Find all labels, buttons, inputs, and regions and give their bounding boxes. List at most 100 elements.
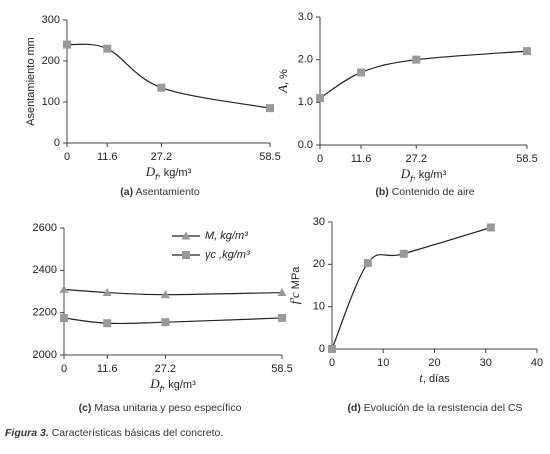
marker	[181, 231, 191, 240]
y-axis-label: A, %	[275, 69, 290, 94]
y-tick-label: 0.0	[298, 139, 313, 151]
y-axis-label: Asentamiento mm	[25, 37, 37, 126]
legend-label: γc ,kg/m³	[205, 249, 250, 261]
subplot-caption: (c) Masa unitaria y peso específico	[79, 402, 242, 414]
marker	[63, 40, 71, 49]
y-tick-label: 0	[54, 137, 60, 149]
series-line	[66, 43, 271, 109]
legend-label: M, kg/m³	[205, 230, 248, 242]
x-tick-label: 0	[317, 153, 323, 165]
x-tick-label: 40	[531, 357, 543, 369]
marker	[277, 288, 287, 297]
label-unit: , %	[278, 69, 290, 85]
x-tick-label: 11.6	[97, 151, 118, 163]
x-tick-label: 20	[428, 357, 440, 369]
x-tick-label: 0	[64, 151, 70, 163]
marker	[182, 251, 190, 259]
y-tick-label: 200	[42, 55, 60, 67]
series-line	[319, 50, 528, 99]
marker	[157, 83, 166, 92]
label-symbol: D	[145, 164, 156, 179]
y-tick-label: 2000	[33, 349, 57, 361]
marker	[59, 284, 69, 293]
y-tick-label: 0	[319, 343, 325, 355]
x-tick-label: 30	[480, 357, 492, 369]
x-tick-label: 27.2	[151, 151, 172, 163]
marker	[328, 345, 336, 353]
x-tick-label: 10	[377, 357, 389, 369]
label-subscript: f	[410, 174, 414, 184]
marker	[278, 313, 286, 322]
subplot-caption-label: (a)	[120, 186, 133, 198]
y-tick-label: 300	[42, 14, 60, 26]
label-unit: , días	[423, 373, 450, 385]
subplot-caption-text: Masa unitaria y peso específico	[94, 402, 241, 414]
marker	[363, 259, 372, 268]
subplot-caption-text: Evolución de la resistencia del CS	[364, 402, 523, 414]
label-text: Asentamiento mm	[25, 37, 37, 126]
marker	[103, 44, 112, 53]
label-symbol: D	[149, 376, 160, 391]
subplot-caption-label: (d)	[347, 402, 360, 414]
y-tick-label: 20	[313, 258, 325, 270]
y-tick-label: 100	[42, 96, 60, 108]
marker	[60, 313, 68, 322]
x-axis-label: Df, kg/m³	[145, 164, 192, 182]
subplot-caption: (b) Contenido de aire	[375, 186, 474, 198]
x-tick-label: 11.6	[351, 153, 372, 165]
x-axis-label: t, días	[419, 370, 450, 385]
subplot-caption-label: (b)	[375, 186, 388, 198]
x-tick-label: 58.5	[259, 151, 280, 163]
marker	[102, 288, 112, 297]
label-subscript: f	[160, 384, 164, 394]
x-tick-label: 0	[61, 363, 67, 375]
marker	[161, 318, 170, 327]
figure-caption-label: Figura 3.	[5, 427, 49, 439]
subplot-caption: (d) Evolución de la resistencia del CS	[347, 402, 522, 414]
series-line	[63, 317, 283, 325]
y-tick-label: 3.0	[298, 11, 313, 23]
x-axis-label: Df, kg/m³	[400, 166, 447, 184]
label-symbol: A	[275, 85, 290, 94]
marker	[523, 47, 531, 56]
x-tick-label: 11.6	[97, 363, 118, 375]
label-symbol: t	[419, 370, 423, 385]
y-tick-label: 10	[313, 301, 325, 313]
marker	[316, 94, 324, 103]
y-tick-label: 2.0	[298, 54, 313, 66]
marker	[266, 104, 274, 113]
y-tick-label: 30	[313, 216, 325, 228]
series-line	[331, 226, 492, 350]
x-tick-label: 58.5	[271, 363, 292, 375]
y-tick-label: 2400	[33, 264, 57, 276]
x-tick-label: 0	[329, 357, 335, 369]
marker	[103, 319, 112, 328]
x-tick-label: 58.5	[516, 153, 537, 165]
y-tick-label: 2200	[33, 307, 57, 319]
figure-caption-text: Características básicas del concreto.	[52, 427, 224, 439]
label-unit: MPa	[290, 266, 302, 293]
marker	[412, 55, 421, 64]
series-line	[63, 288, 283, 296]
y-axis-label: f'c MPa	[287, 266, 302, 305]
marker	[399, 249, 408, 258]
marker	[486, 223, 495, 232]
y-tick-label: 2600	[33, 222, 57, 234]
subplot-caption-text: Contenido de aire	[392, 186, 475, 198]
x-tick-label: 27.2	[406, 153, 427, 165]
label-subscript: f	[155, 172, 159, 182]
label-unit: , kg/m³	[413, 169, 447, 181]
label-symbol: D	[400, 166, 411, 181]
y-tick-label: 1.0	[298, 96, 313, 108]
subplot-caption-label: (c)	[79, 402, 92, 414]
label-unit: , kg/m³	[162, 379, 196, 391]
subplot-caption: (a) Asentamiento	[120, 186, 200, 198]
subplot-caption-text: Asentamiento	[135, 186, 199, 198]
x-axis-label: Df, kg/m³	[149, 376, 196, 394]
x-tick-label: 27.2	[155, 363, 176, 375]
label-symbol: f'c	[287, 292, 302, 304]
label-unit: , kg/m³	[158, 167, 192, 179]
figure-caption: Figura 3. Características básicas del co…	[5, 427, 223, 439]
marker	[160, 290, 170, 299]
